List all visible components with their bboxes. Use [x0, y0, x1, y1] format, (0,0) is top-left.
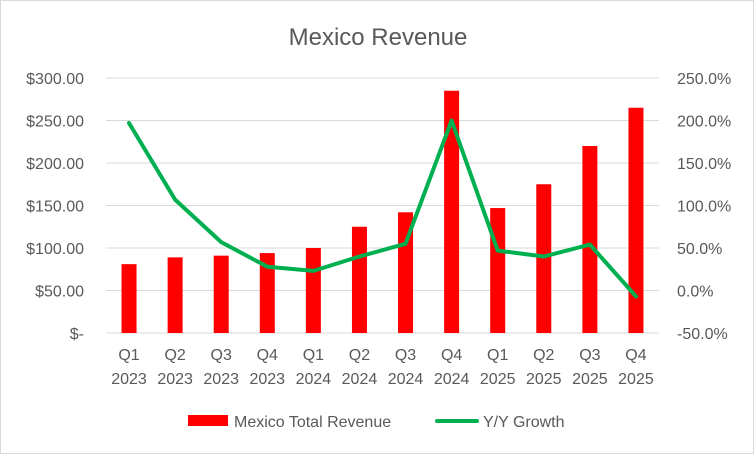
right-axis-tick-label: 100.0%	[677, 199, 731, 216]
x-axis-tick-label: 2023	[203, 371, 239, 388]
left-axis-tick-label: $-	[70, 326, 84, 343]
chart-title: Mexico Revenue	[289, 24, 468, 51]
x-axis-tick-label: 2024	[296, 371, 332, 388]
bar	[122, 264, 137, 333]
right-axis-tick-label: 250.0%	[677, 71, 731, 88]
x-axis-tick-label: Q3	[395, 347, 416, 364]
legend-swatch-revenue	[188, 415, 228, 426]
x-axis-tick-label: Q1	[303, 347, 324, 364]
right-axis-tick-label: -50.0%	[677, 326, 728, 343]
x-axis-tick-label: Q2	[533, 347, 554, 364]
x-axis-tick-label: Q2	[164, 347, 185, 364]
bar	[352, 227, 367, 333]
right-axis-tick-label: 0.0%	[677, 284, 713, 301]
x-axis-tick-label: 2025	[572, 371, 608, 388]
bar	[306, 248, 321, 333]
bar	[490, 208, 505, 333]
left-axis-tick-label: $150.00	[26, 199, 84, 216]
growth-line	[129, 121, 636, 297]
x-axis-tick-label: 2023	[157, 371, 193, 388]
bar	[628, 108, 643, 333]
x-axis-tick-label: Q1	[487, 347, 508, 364]
x-axis-tick-label: 2024	[434, 371, 470, 388]
x-axis-tick-label: 2023	[111, 371, 147, 388]
bar	[582, 146, 597, 333]
x-axis-tick-label: 2025	[618, 371, 654, 388]
x-axis-tick-label: Q4	[257, 347, 278, 364]
bar	[214, 256, 229, 333]
right-axis-tick-label: 200.0%	[677, 114, 731, 131]
chart-svg: Mexico Revenue $- $50.00 $100.00 $150.00 $20…	[1, 1, 753, 453]
x-axis-tick-label: 2023	[249, 371, 285, 388]
bar	[444, 91, 459, 333]
right-axis-labels: -50.0% 0.0% 50.0% 100.0% 150.0% 200.0% 250.0%	[677, 71, 731, 343]
line-series	[129, 120, 636, 296]
x-axis-tick-label: Q3	[211, 347, 232, 364]
x-axis-labels: Q1 2023 Q2 2023 Q3 2023 Q4 2023 Q1 2024 Q2 2024 Q3 20…	[111, 347, 654, 388]
left-axis-tick-label: $50.00	[35, 284, 84, 301]
bar	[168, 257, 183, 333]
left-axis-tick-label: $100.00	[26, 241, 84, 258]
legend-label-revenue: Mexico Total Revenue	[234, 414, 391, 431]
x-axis-tick-label: 2024	[342, 371, 378, 388]
right-axis-tick-label: 150.0%	[677, 156, 731, 173]
left-axis-tick-label: $250.00	[26, 114, 84, 131]
legend-label-growth: Y/Y Growth	[483, 414, 565, 431]
gridlines	[106, 78, 659, 333]
left-axis-tick-label: $200.00	[26, 156, 84, 173]
x-axis-tick-label: Q2	[349, 347, 370, 364]
x-axis-tick-label: 2025	[480, 371, 516, 388]
x-axis-tick-label: 2024	[388, 371, 424, 388]
right-axis-tick-label: 50.0%	[677, 241, 722, 258]
x-axis-tick-label: Q4	[625, 347, 646, 364]
left-axis-tick-label: $300.00	[26, 71, 84, 88]
x-axis-tick-label: Q3	[579, 347, 600, 364]
legend: Mexico Total Revenue Y/Y Growth	[188, 414, 565, 431]
x-axis-tick-label: 2025	[526, 371, 562, 388]
left-axis-labels: $- $50.00 $100.00 $150.00 $200.00 $250.00 $300…	[26, 71, 84, 343]
bar-series	[122, 91, 644, 333]
bar	[536, 184, 551, 333]
x-axis-tick-label: Q4	[441, 347, 462, 364]
chart-frame: Mexico Revenue $- $50.00 $100.00 $150.00 $20…	[0, 0, 754, 454]
x-axis-tick-label: Q1	[118, 347, 139, 364]
